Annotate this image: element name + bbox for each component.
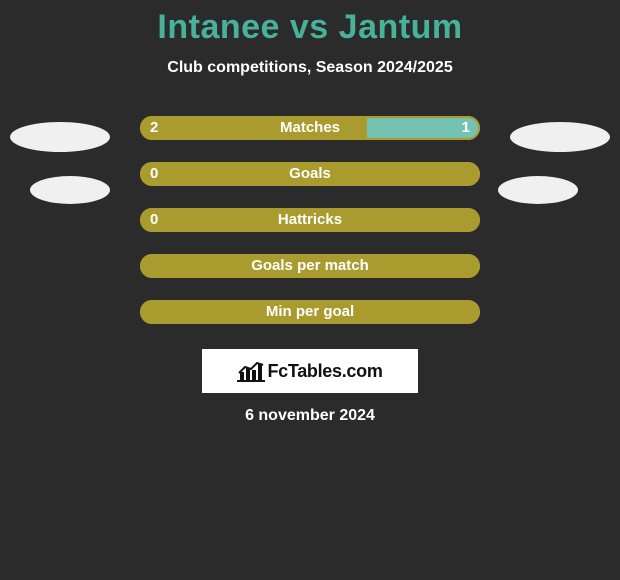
stat-row: Min per goal (0, 289, 620, 335)
stat-label: Hattricks (140, 208, 480, 232)
stat-bar: Goals per match (140, 254, 480, 278)
stat-label: Goals (140, 162, 480, 186)
brand-box: FcTables.com (202, 349, 418, 393)
stat-rows: Matches21Goals0Hattricks0Goals per match… (0, 105, 620, 335)
stat-bar: Goals0 (140, 162, 480, 186)
stat-left-value: 0 (150, 208, 158, 232)
stat-bar: Hattricks0 (140, 208, 480, 232)
stat-label: Min per goal (140, 300, 480, 324)
stat-bar: Matches2 1 (140, 116, 480, 140)
stat-row: Matches2 1 (0, 105, 620, 151)
stat-right-value: 1 (462, 116, 470, 140)
stat-label: Matches (140, 116, 480, 140)
stat-row: Goals per match (0, 243, 620, 289)
stat-label: Goals per match (140, 254, 480, 278)
stat-row: Goals0 (0, 151, 620, 197)
stat-bar: Min per goal (140, 300, 480, 324)
stat-left-value: 2 (150, 116, 158, 140)
brand-text: FcTables.com (267, 361, 382, 382)
stat-left-value: 0 (150, 162, 158, 186)
page-subtitle: Club competitions, Season 2024/2025 (0, 59, 620, 77)
page-title: Intanee vs Jantum (0, 8, 620, 47)
stat-row: Hattricks0 (0, 197, 620, 243)
brand: FcTables.com (237, 360, 382, 382)
date-text: 6 november 2024 (0, 407, 620, 425)
infographic-container: Intanee vs Jantum Club competitions, Sea… (0, 0, 620, 580)
chart-icon (237, 360, 265, 382)
